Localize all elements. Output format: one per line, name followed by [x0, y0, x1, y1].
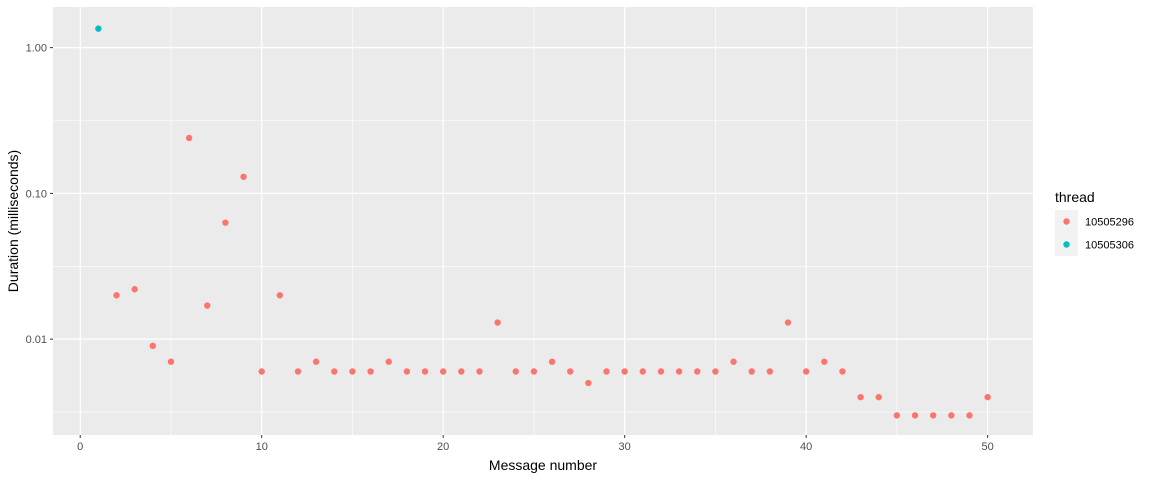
data-point: [349, 368, 356, 375]
y-axis-title: Duration (milliseconds): [5, 150, 21, 292]
grid-lines: [53, 7, 1033, 435]
y-tick-label: 1.00: [26, 43, 47, 55]
data-point: [222, 219, 229, 226]
data-point: [893, 412, 901, 419]
data-point: [113, 292, 120, 299]
data-point: [276, 292, 284, 299]
data-point: [512, 368, 519, 375]
data-point: [657, 368, 665, 375]
data-point: [966, 412, 973, 419]
data-point: [821, 358, 828, 365]
data-point: [204, 302, 211, 309]
x-tick-label: 30: [619, 441, 631, 453]
legend-key-point: [1063, 218, 1070, 225]
data-point: [929, 412, 937, 419]
data-point: [585, 379, 592, 387]
x-tick-label: 10: [256, 441, 268, 453]
data-point: [548, 358, 556, 365]
legend-title: thread: [1055, 189, 1095, 205]
data-point: [167, 358, 175, 365]
data-point: [185, 134, 193, 142]
data-point: [131, 286, 138, 293]
data-point: [748, 368, 755, 375]
y-tick-label: 0.01: [26, 334, 47, 346]
data-point: [948, 412, 955, 419]
data-point: [911, 412, 919, 419]
legend-label: 10505296: [1085, 217, 1134, 229]
data-point: [240, 173, 247, 180]
data-point: [802, 368, 810, 375]
data-point: [476, 368, 483, 375]
data-point: [639, 368, 647, 375]
legend-label: 10505306: [1085, 240, 1134, 252]
data-point: [258, 368, 265, 375]
x-tick-label: 50: [982, 441, 994, 453]
x-axis-title: Message number: [489, 457, 598, 473]
data-point: [621, 368, 628, 375]
x-tick-label: 20: [437, 441, 449, 453]
data-point: [95, 25, 102, 32]
data-point: [494, 319, 501, 326]
data-point: [312, 358, 320, 365]
y-tick-label: 0.10: [26, 188, 47, 200]
legend: thread 10505296 10505306: [1055, 189, 1134, 256]
data-point: [367, 368, 374, 375]
data-point: [385, 358, 392, 365]
data-point: [603, 368, 610, 375]
data-point: [458, 368, 465, 375]
axes: 0 10 20 30 40 50 0.01 0.10 1.00: [26, 43, 994, 453]
data-point: [530, 368, 538, 375]
data-point: [421, 368, 429, 375]
data-point: [730, 358, 737, 365]
data-point: [149, 342, 157, 350]
data-point: [694, 368, 701, 375]
data-point: [294, 368, 302, 375]
data-point: [439, 368, 447, 375]
data-point: [567, 368, 574, 375]
x-tick-label: 40: [800, 441, 812, 453]
data-point: [675, 368, 683, 375]
data-point: [984, 393, 991, 401]
plot-panel: [53, 7, 1033, 435]
data-point: [403, 368, 411, 375]
data-points: [95, 25, 991, 419]
legend-key-point: [1063, 241, 1070, 248]
data-point: [839, 368, 846, 375]
data-point: [712, 368, 719, 375]
data-point: [857, 393, 864, 401]
data-point: [875, 393, 882, 401]
x-tick-label: 0: [77, 441, 83, 453]
data-point: [784, 319, 792, 326]
data-point: [766, 368, 774, 375]
data-point: [331, 368, 338, 375]
